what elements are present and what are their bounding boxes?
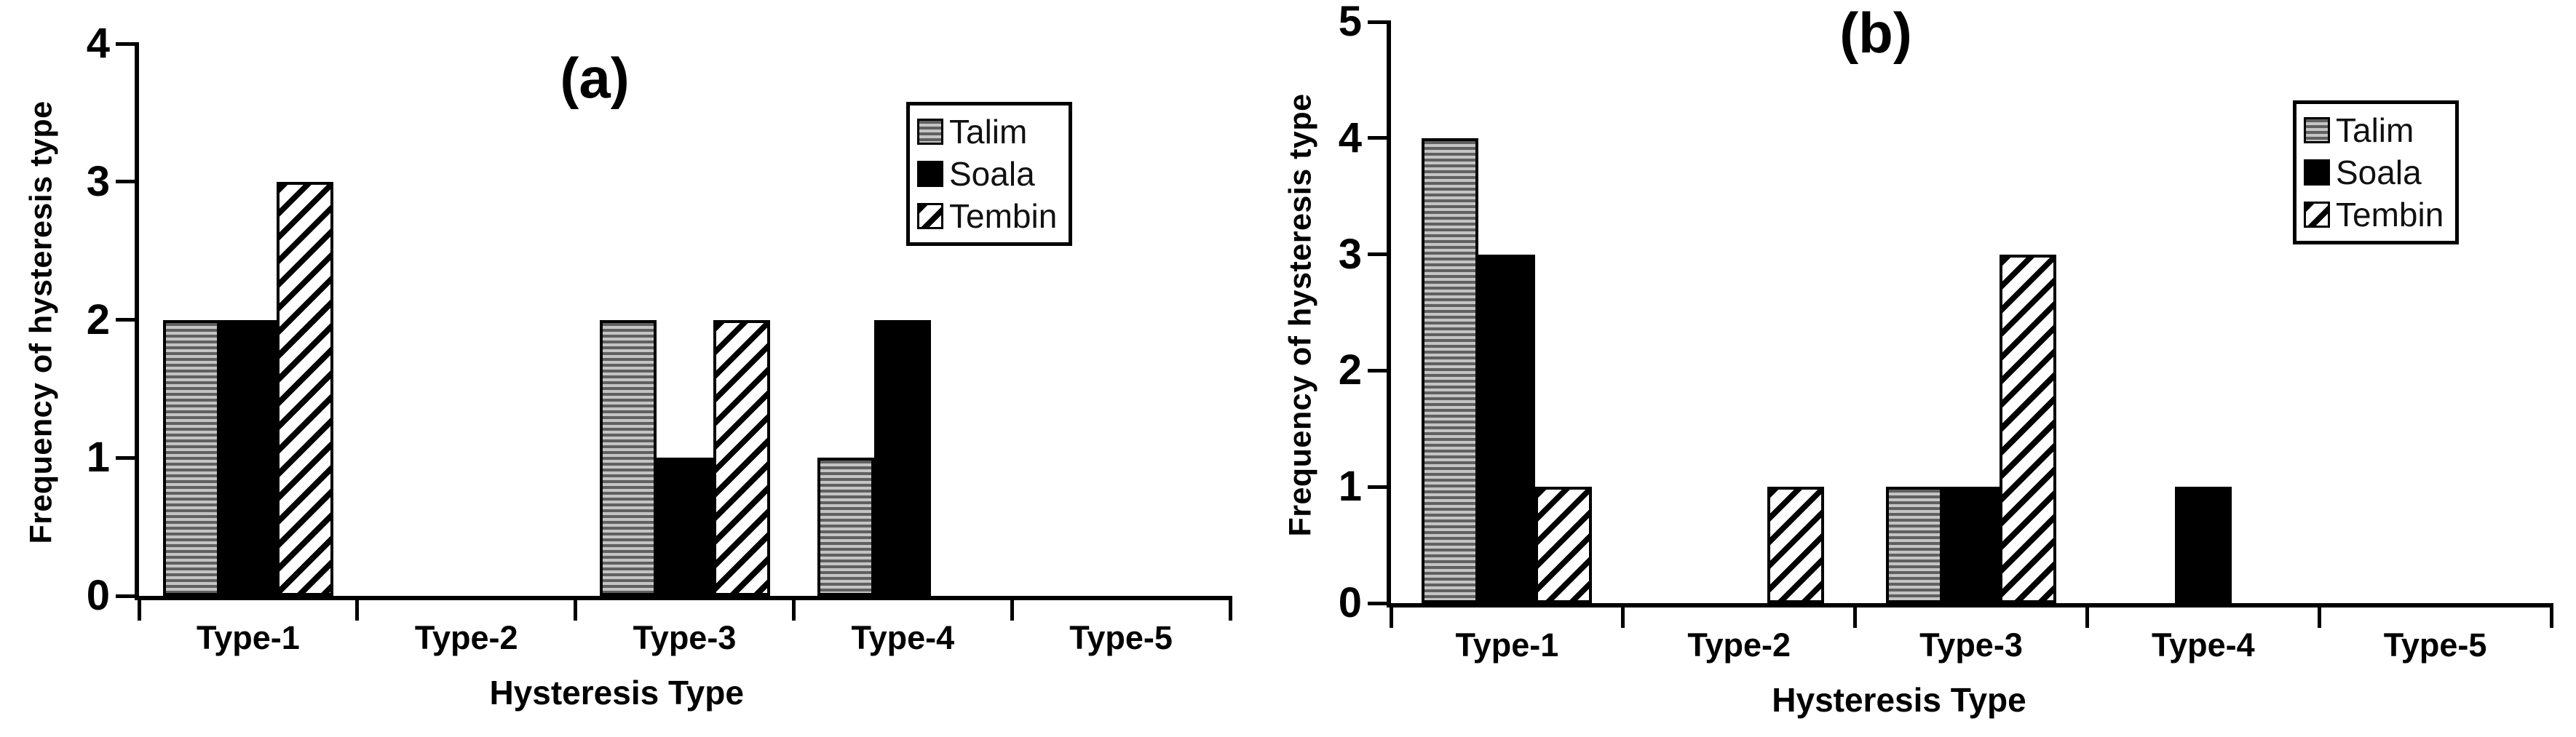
category-label: Type-5 [1069, 619, 1173, 656]
legend-label: Talim [949, 113, 1028, 151]
y-tick [116, 180, 139, 184]
y-tick [116, 594, 139, 598]
legend-label: Tembin [2336, 196, 2444, 234]
bar-talim [1422, 138, 1479, 603]
y-tick [1368, 601, 1391, 605]
bar-soala [1943, 487, 2000, 603]
legend-item: Tembin [917, 196, 1057, 236]
y-tick-label: 1 [86, 434, 110, 482]
plot-area: 0 1 2 3 4 Type-1 Type-2 Type-3 Type-4 Type-5 [87, 22, 1232, 656]
bar-soala [2174, 487, 2232, 603]
category-label: Type-2 [1687, 626, 1791, 664]
y-tick [1368, 485, 1391, 489]
bar-tembin [276, 181, 333, 596]
x-tick [1228, 596, 1232, 621]
y-tick [116, 455, 139, 460]
x-tick [1621, 603, 1625, 628]
y-tick-label: 1 [1338, 463, 1362, 511]
x-tick [2085, 603, 2089, 628]
y-tick [1368, 368, 1391, 373]
legend-label: Soala [2336, 154, 2422, 191]
x-tick [791, 596, 796, 621]
legend-swatch-tembin [917, 203, 943, 229]
legend-swatch-talim [2304, 117, 2330, 143]
y-tick [1368, 252, 1391, 257]
y-tick-label: 5 [1338, 0, 1362, 45]
x-tick [355, 596, 360, 621]
x-tick [137, 596, 141, 621]
legend-swatch-soala [917, 161, 943, 187]
x-axis-label: Hysteresis Type [489, 674, 744, 712]
y-tick-label: 0 [1338, 579, 1362, 626]
legend-label: Soala [949, 155, 1035, 193]
category-label: Type-5 [2383, 626, 2487, 664]
bar-talim [1886, 487, 1943, 603]
plot-area: 0 1 2 3 4 5 Type-1 Type-2 Type-3 Type-4 Type-5 [1339, 0, 2553, 664]
legend: Talim Soala Tembin [2293, 100, 2460, 244]
category-label: Type-1 [1455, 626, 1559, 664]
bar-soala [219, 319, 277, 596]
x-tick [574, 596, 578, 621]
bar-tembin [1767, 487, 1825, 603]
panel-a: (a) Frequency of hysteresis type 0 1 2 3 4 Ty… [24, 22, 1232, 712]
y-tick-label: 2 [1338, 346, 1362, 394]
bar-tembin [713, 319, 770, 596]
y-tick [1368, 20, 1391, 24]
bar-talim [162, 319, 220, 596]
legend-swatch-tembin [2304, 202, 2330, 228]
y-tick [116, 318, 139, 322]
y-tick-label: 2 [86, 295, 110, 343]
y-tick-label: 4 [86, 20, 110, 67]
legend-item: Soala [917, 154, 1057, 194]
legend-item: Talim [2304, 110, 2444, 151]
category-label: Type-3 [633, 619, 737, 656]
legend-label: Tembin [949, 197, 1058, 235]
bar-tembin [2000, 254, 2056, 603]
bar-talim [599, 319, 657, 596]
category-label: Type-3 [1919, 626, 2023, 664]
legend-swatch-soala [2304, 159, 2330, 186]
bar-soala [1478, 254, 1536, 603]
category-label: Type-1 [197, 619, 300, 656]
chart-title: (b) [1839, 1, 1912, 65]
plot-wrap: (a) Frequency of hysteresis type 0 1 2 3 4 Ty… [24, 22, 1232, 712]
chart-title: (a) [560, 46, 630, 110]
x-tick [2317, 603, 2321, 628]
legend-item: Talim [917, 111, 1057, 152]
legend: Talim Soala Tembin [906, 102, 1073, 246]
category-label: Type-4 [851, 619, 955, 656]
bar-soala [656, 458, 713, 596]
x-tick [1853, 603, 1858, 628]
x-axis-label: Hysteresis Type [1772, 681, 2026, 719]
legend-label: Talim [2336, 111, 2414, 149]
category-label: Type-4 [2151, 626, 2255, 664]
bar-soala [874, 319, 932, 596]
category-label: Type-2 [414, 619, 518, 656]
bar-tembin [1535, 487, 1593, 603]
y-tick [116, 41, 139, 46]
bar-talim [817, 458, 875, 596]
y-tick-label: 3 [1338, 230, 1362, 278]
x-tick [1389, 603, 1393, 628]
y-tick-label: 4 [1338, 113, 1362, 162]
y-tick-label: 0 [86, 572, 110, 619]
legend-item: Soala [2304, 152, 2444, 193]
legend-item: Tembin [2304, 194, 2444, 235]
y-tick [1368, 136, 1391, 140]
x-tick [2549, 603, 2553, 628]
y-tick-label: 3 [86, 157, 110, 205]
x-tick [1010, 596, 1014, 621]
legend-swatch-talim [917, 119, 943, 145]
